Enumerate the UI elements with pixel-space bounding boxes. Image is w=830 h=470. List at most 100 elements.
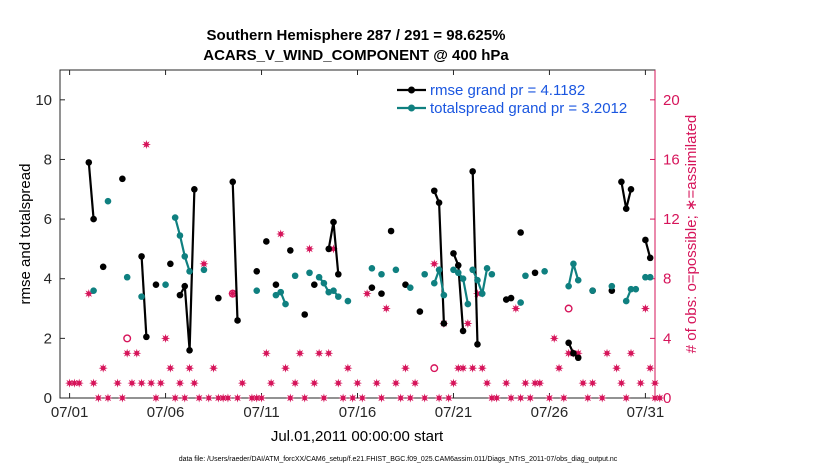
totalspread-point xyxy=(565,282,572,290)
x-tick-label: 07/31 xyxy=(627,404,665,421)
y-left-tick-label: 4 xyxy=(44,271,52,288)
obs-assimilated-marker xyxy=(463,318,473,328)
obs-assimilated-marker xyxy=(261,348,271,358)
obs-assimilated-marker xyxy=(295,348,305,358)
obs-assimilated-marker xyxy=(525,393,535,403)
obs-assimilated-marker xyxy=(506,393,516,403)
obs-assimilated-marker xyxy=(117,393,127,403)
x-tick-label: 07/11 xyxy=(243,404,279,421)
totalspread-point xyxy=(608,282,616,290)
obs-assimilated-marker xyxy=(223,393,233,403)
totalspread-point xyxy=(306,269,313,277)
totalspread-point xyxy=(277,288,285,296)
rmse-point xyxy=(459,327,467,335)
obs-assimilated-marker xyxy=(396,393,406,403)
totalspread-point xyxy=(450,266,457,274)
totalspread-point xyxy=(469,266,476,274)
obs-assimilated-marker xyxy=(237,378,247,388)
totalspread-point xyxy=(478,290,486,297)
obs-assimilated-marker xyxy=(511,304,521,314)
totalspread-point xyxy=(541,267,548,275)
totalspread-point xyxy=(483,264,491,272)
obs-assimilated-marker xyxy=(113,378,123,388)
obs-assimilated-marker xyxy=(93,393,103,403)
obs-assimilated-marker xyxy=(621,393,631,403)
legend-spread-swatch-marker xyxy=(408,104,415,112)
obs-assimilated-marker xyxy=(520,378,530,388)
rmse-point xyxy=(176,291,184,299)
totalspread-point xyxy=(272,291,280,299)
obs-assimilated-marker xyxy=(405,393,415,403)
totalspread-point xyxy=(282,300,289,308)
y-left-tick-label: 2 xyxy=(44,330,52,347)
obs-assimilated-marker xyxy=(276,229,286,239)
obs-assimilated-marker xyxy=(266,378,276,388)
obs-assimilated-marker xyxy=(185,363,195,373)
obs-assimilated-marker xyxy=(309,378,319,388)
obs-assimilated-marker xyxy=(650,378,660,388)
totalspread-point xyxy=(440,291,448,299)
rmse-point xyxy=(469,168,476,175)
obs-assimilated-marker xyxy=(132,348,142,358)
chart-title-line2: ACARS_V_WIND_COMPONENT @ 400 hPa xyxy=(203,47,509,64)
obs-assimilated-marker xyxy=(98,363,108,373)
totalspread-line xyxy=(471,268,489,298)
obs-assimilated-marker xyxy=(333,378,343,388)
totalspread-point xyxy=(459,275,467,283)
totalspread-point xyxy=(517,299,524,306)
rmse-point xyxy=(378,290,385,297)
rmse-point xyxy=(229,178,237,186)
totalspread-point xyxy=(320,279,328,287)
totalspread-point xyxy=(291,272,299,280)
obs-assimilated-marker xyxy=(233,393,243,403)
obs-assimilated-marker xyxy=(122,348,132,358)
obs-assimilated-marker xyxy=(554,363,564,373)
rmse-point xyxy=(272,281,280,288)
legend-rmse-swatch-marker xyxy=(408,86,415,94)
obs-assimilated-marker xyxy=(549,333,559,343)
obs-possible-marker xyxy=(430,364,439,373)
plot-frame xyxy=(59,69,656,399)
y-right-tick-label: 16 xyxy=(663,151,680,168)
totalspread-point xyxy=(123,273,131,281)
obs-assimilated-marker xyxy=(141,140,151,150)
obs-assimilated-marker xyxy=(597,393,607,403)
y-left-tick-label: 10 xyxy=(35,92,52,109)
obs-assimilated-marker xyxy=(516,393,526,403)
y-right-tick-label: 8 xyxy=(663,271,671,288)
rmse-point xyxy=(507,294,515,302)
obs-assimilated-marker xyxy=(429,259,439,269)
totalspread-point xyxy=(488,270,496,278)
rmse-line xyxy=(471,171,479,345)
obs-assimilated-marker xyxy=(372,378,382,388)
obs-assimilated-marker xyxy=(410,378,420,388)
obs-assimilated-marker xyxy=(151,393,161,403)
totalspread-point xyxy=(646,273,654,281)
totalspread-point xyxy=(162,281,169,288)
rmse-point xyxy=(167,260,174,268)
x-tick-label: 07/01 xyxy=(51,404,89,421)
totalspread-point xyxy=(430,279,438,287)
rmse-point xyxy=(440,320,448,327)
obs-assimilated-marker xyxy=(655,393,665,403)
obs-assimilated-marker xyxy=(175,378,185,388)
totalspread-point xyxy=(200,266,208,274)
rmse-point xyxy=(430,187,438,195)
totalspread-point xyxy=(642,273,649,281)
totalspread-point xyxy=(171,214,179,221)
rmse-point xyxy=(642,236,649,244)
rmse-point xyxy=(618,178,625,186)
totalspread-point xyxy=(253,287,261,294)
obs-assimilated-marker xyxy=(180,393,190,403)
totalspread-point xyxy=(589,287,596,294)
totalspread-point xyxy=(421,270,428,278)
obs-assimilated-marker xyxy=(305,244,315,254)
obs-assimilated-marker xyxy=(583,393,593,403)
legend-spread-label: totalspread grand pr = 3.2012 xyxy=(430,100,627,117)
obs-assimilated-marker xyxy=(535,378,545,388)
obs-assimilated-marker xyxy=(165,363,175,373)
obs-assimilated-marker xyxy=(602,348,612,358)
rmse-point xyxy=(99,263,107,271)
totalspread-point xyxy=(435,266,443,274)
